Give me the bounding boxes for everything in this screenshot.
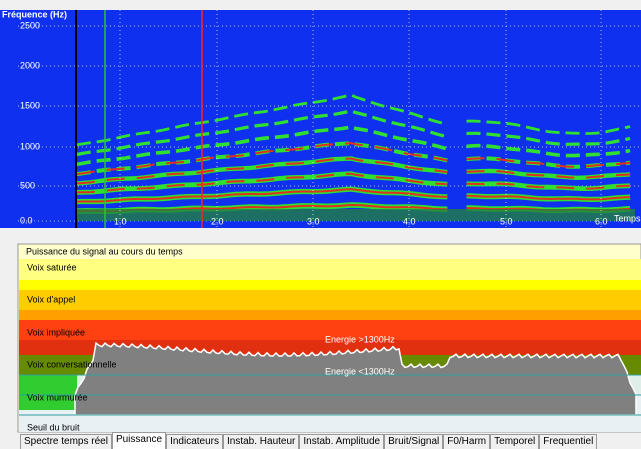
zone-band: [19, 320, 641, 340]
y-tick-label: 500: [20, 180, 35, 190]
harmonic: [466, 143, 631, 158]
x-tick-label: 2.0: [211, 216, 224, 226]
x-tick-label: 5.0: [500, 216, 513, 226]
harmonic-core: [76, 141, 448, 176]
tab[interactable]: Frequentiel: [539, 434, 598, 449]
tab-bar: Spectre temps réel Puissance Indicateurs In…: [20, 432, 598, 449]
x-axis-title: Temps(s): [614, 213, 641, 223]
spectrogram-axis-title: Fréquence (Hz): [2, 9, 67, 19]
x-tick-label: 3.0: [307, 216, 320, 226]
zone-label: Voix d'appel: [27, 294, 75, 304]
zone-label: Seuil du bruit: [27, 422, 80, 432]
spectrogram-area: [18, 10, 641, 228]
y-tick-label: 2000: [20, 60, 40, 70]
annotation: Energie <1300Hz: [325, 366, 395, 376]
tab[interactable]: Spectre temps réel: [20, 434, 112, 449]
harmonic: [466, 156, 631, 169]
harmonic-core: [466, 169, 631, 179]
screen: 2500 2000 1500 1000 500 0.0 1.0 2.0 3.0 4.0 5.0 6.0…: [0, 9, 641, 433]
low-band: [75, 209, 635, 221]
harmonic-core: [466, 182, 631, 190]
y-tick-label: 1500: [20, 100, 40, 110]
harmonic-core: [466, 157, 631, 168]
harmonic-core: [76, 157, 448, 185]
spectrogram: 2500 2000 1500 1000 500 0.0 1.0 2.0 3.0 4.0 5.0 6.0…: [18, 10, 641, 228]
tab[interactable]: Instab. Amplitude: [299, 434, 385, 449]
zone-band: [19, 259, 641, 280]
y-tick-label: 0.0: [20, 215, 33, 225]
tab[interactable]: Temporel: [490, 434, 540, 449]
energy-area: [74, 341, 637, 416]
harmonic: [466, 131, 631, 146]
y-tick-label: 2500: [20, 20, 40, 30]
harmonic: [76, 93, 448, 147]
harmonic: [76, 109, 448, 157]
harmonic-core: [466, 194, 631, 201]
power-panel: Voix saturée Voix d'appel Voix impliquée Vo…: [17, 243, 641, 433]
tab[interactable]: Indicateurs: [166, 434, 223, 449]
tab[interactable]: Instab. Hauteur: [223, 434, 300, 449]
zone-label: Voix saturée: [27, 262, 77, 272]
x-tick-label: 4.0: [403, 216, 416, 226]
zone-label: Voix murmurée: [27, 392, 88, 402]
zone-label: Voix conversationnelle: [27, 359, 117, 369]
harmonic-core: [76, 188, 448, 203]
tab[interactable]: Bruit/Signal: [384, 434, 444, 449]
tab[interactable]: Puissance: [111, 432, 167, 449]
annotation: Energie >1300Hz: [325, 334, 395, 344]
zone-band: [19, 290, 641, 310]
harmonic-core: [76, 172, 448, 194]
zone-band: [19, 280, 641, 290]
power-title: Puissance du signal au cours du temps: [26, 246, 183, 256]
zone-band: [19, 310, 641, 320]
y-tick-label: 1000: [20, 141, 40, 151]
x-tick-label: 6.0: [595, 216, 608, 226]
zone-label: Voix impliquée: [27, 327, 85, 337]
harmonic: [76, 125, 448, 167]
spectrogram-margin: [0, 10, 18, 228]
x-tick-label: 1.0: [114, 216, 127, 226]
tab[interactable]: F0/Harm: [443, 434, 491, 449]
zone-band: [19, 375, 77, 410]
harmonic: [466, 119, 631, 135]
